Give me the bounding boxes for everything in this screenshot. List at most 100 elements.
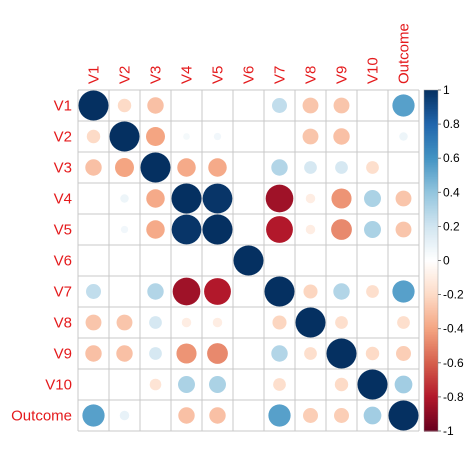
colorbar-segment [424,417,438,420]
corr-circle-v7-v4 [172,277,201,306]
colorbar-segment [424,384,438,388]
colorbar-segment [424,303,438,306]
colorbar-segment [424,306,438,309]
colorbar-segment [424,90,438,93]
colorbar-tick-label: 0.2 [443,219,460,233]
colorbar-segment [424,103,438,106]
corr-circle-outcome-v2 [119,410,130,421]
colorbar-segment [424,147,438,151]
corr-circle-v3-v7 [271,159,288,176]
colorbar-segment [424,294,438,297]
colorbar-segment [424,91,438,95]
corr-circle-v3-v1 [85,159,102,176]
colorbar-segment [424,280,438,284]
corr-circle-v9-v3 [149,347,162,360]
corr-circle-v9-v2 [116,345,133,362]
colorbar-segment [424,100,438,103]
col-label-v3: V3 [148,66,165,84]
corr-circle-outcome-v9 [334,408,349,423]
colorbar-tick-label: -0.2 [443,288,464,302]
corr-circle-v8-v1 [85,314,102,331]
colorbar-segment [424,118,438,122]
colorbar-segment [424,124,438,127]
colorbar-segment [424,275,438,279]
colorbar-segment [424,246,438,250]
colorbar-segment [424,381,438,384]
colorbar-segment [424,205,438,209]
colorbar-tick-label: -0.8 [443,390,464,404]
colorbar-segment [424,396,438,400]
colorbar-segment [424,405,438,408]
colorbar-segment [424,326,438,330]
col-label-v7: V7 [272,66,289,84]
grid [77,89,420,432]
row-label-v3: V3 [54,160,72,177]
corr-circle-v2-outcome [399,132,408,141]
colorbar-segment [424,398,438,401]
colorbar-segment [424,425,438,429]
corr-circle-v5-v8 [305,224,316,235]
colorbar-segment [424,236,438,239]
colorbar-segment [424,241,438,245]
corr-circle-v1-v9 [333,97,350,114]
colorbar-segment [424,108,438,112]
col-label-v10: V10 [365,57,382,84]
corr-circle-v2-v1 [86,129,101,144]
colorbar-segment [424,187,438,190]
colorbar-segment [424,391,438,395]
colorbar-segment [424,163,438,166]
colorbar-segment [424,429,438,432]
colorbar-segment [424,325,438,328]
colorbar-segment [424,209,438,212]
colorbar-segment [424,388,438,391]
corr-circle-v5-v2 [120,225,129,234]
colorbar-segment [424,279,438,282]
corr-circle-v5-v7 [266,216,293,243]
corr-circle-v9-v9 [326,338,357,369]
colorbar-segment [424,197,438,200]
colorbar-segment [424,287,438,291]
colorbar-segment [424,226,438,229]
colorbar-segment [424,367,438,371]
colorbar-segment [424,122,438,125]
colorbar-segment [424,245,438,248]
row-label-v1: V1 [54,98,72,115]
corr-circle-outcome-v5 [209,407,226,424]
colorbar-segment [424,95,438,98]
corr-circle-outcome-v1 [82,404,105,427]
colorbar-segment [424,420,438,424]
corr-circle-v8-v9 [335,316,348,329]
colorbar-segment [424,211,438,214]
variable-labels: V1 V1 V2 V2 V3 V3 V4 V4 V5 V5 V6 V6 V7 V7 V8 V8 V9 V9 V10 V… [11,23,412,424]
corr-circle-v5-v9 [331,219,352,240]
corr-circle-v8-v5 [212,317,223,328]
colorbar-segment [424,255,438,258]
colorbar-segment [424,383,438,386]
colorbar-segment [424,144,438,147]
col-label-outcome: Outcome [396,23,413,84]
colorbar-segment [424,270,438,274]
colorbar-segment [424,112,438,115]
colorbar-segment [424,120,438,123]
colorbar-segment [424,217,438,221]
col-label-v2: V2 [117,66,134,84]
colorbar-segment [424,240,438,243]
colorbar-segment [424,315,438,318]
colorbar-segment [424,130,438,134]
colorbar-segment [424,238,438,241]
colorbar-segment [424,349,438,352]
colorbar-segment [424,142,438,146]
corr-circle-v6-v6 [233,245,264,276]
row-label-v10: V10 [45,377,72,394]
corr-circle-v8-v7 [272,315,287,330]
colorbar-segment [424,139,438,142]
colorbar-segment [424,330,438,333]
colorbar-segment [424,413,438,417]
corr-circle-v5-v10 [364,221,381,238]
colorbar-segment [424,359,438,362]
colorbar-segment [424,182,438,185]
corr-circle-v9-v1 [85,345,102,362]
colorbar-segment [424,364,438,367]
colorbar-segment [424,229,438,233]
colorbar-segment [424,311,438,314]
